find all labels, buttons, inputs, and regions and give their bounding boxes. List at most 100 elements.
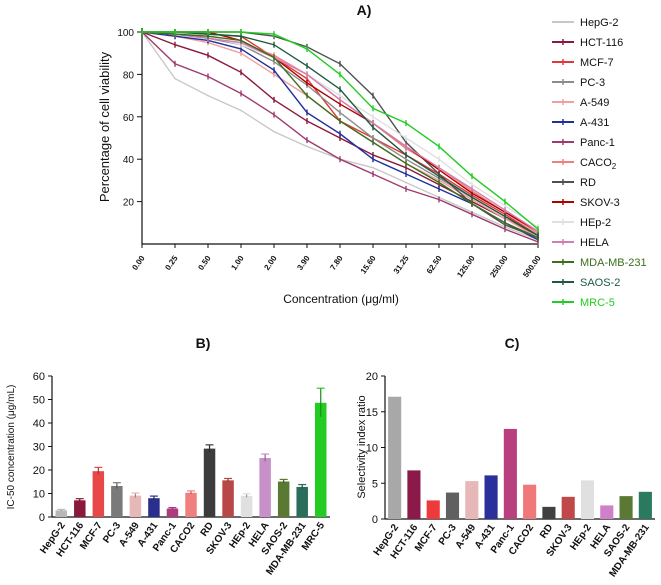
bar-rd <box>203 444 216 517</box>
bar <box>74 500 86 517</box>
panel-a-x-tick-label: 0.00 <box>130 254 147 272</box>
panel-c-y-tick-label: 15 <box>366 407 378 419</box>
legend-label-text: SAOS-2 <box>580 277 620 289</box>
legend-label: CACO2 <box>580 157 617 171</box>
panel-a-y-tick-label: 100 <box>117 28 134 39</box>
panel-a-x-tick-label: 2.00 <box>262 254 279 272</box>
bar <box>388 396 402 519</box>
panel-b-y-tick-label: 60 <box>33 371 45 383</box>
bar <box>314 402 327 517</box>
panel-a-x-tick-label: 1.00 <box>229 254 246 272</box>
panel-a-x-tick-label: 0.25 <box>163 254 180 272</box>
bar-caco2 <box>523 484 537 519</box>
bar-hep-2 <box>580 480 595 519</box>
legend-label-text: HEp-2 <box>580 217 611 229</box>
bar-mcf-7 <box>426 500 440 519</box>
bar-pc-3 <box>111 482 123 517</box>
bar <box>600 505 614 519</box>
panel-c-x-tick-label: HEp-2 <box>568 522 594 552</box>
panel-b-y-tick-label: 30 <box>33 442 45 454</box>
panel-a-y-tick-label: 60 <box>123 113 135 124</box>
legend-label-text: CACO <box>580 157 612 169</box>
series-mrc-5 <box>141 29 539 233</box>
bar-mda-mb-231 <box>296 483 308 517</box>
bar-hepg-2 <box>388 396 402 519</box>
data-point <box>306 145 308 148</box>
bar <box>148 498 160 517</box>
bar <box>503 428 517 519</box>
legend-label: PC-3 <box>580 77 605 89</box>
bar-skov-3 <box>561 496 575 519</box>
legend-label: MRC-5 <box>580 297 615 309</box>
data-point <box>273 130 275 133</box>
panel-a-x-tick-label: 15.60 <box>359 254 378 276</box>
bar <box>203 448 216 517</box>
panel-a-x-tick-label: 7.80 <box>328 254 345 272</box>
bar-saos-2 <box>277 478 290 517</box>
panel-a-x-tick-label: 3.90 <box>295 254 312 272</box>
panel-a-label: A) <box>357 2 372 18</box>
panel-a-line-chart: A) Percentage of cell viability Concentr… <box>97 2 647 309</box>
panel-b-y-tick-label: 0 <box>39 512 45 524</box>
bar <box>638 491 652 519</box>
legend-label: A-431 <box>580 117 609 129</box>
panel-b-axes: 0102030405060HepG-2HCT-116MCF-7PC-3A-549… <box>33 371 330 577</box>
data-point <box>405 181 407 184</box>
panel-b-y-tick-label: 20 <box>33 465 45 477</box>
bar <box>129 495 142 517</box>
bar <box>296 486 308 517</box>
legend-label-text: MRC-5 <box>580 297 615 309</box>
legend-label-text: SKOV-3 <box>580 197 620 209</box>
legend-label: HepG-2 <box>580 17 619 29</box>
legend-label: SKOV-3 <box>580 197 620 209</box>
legend-label-text: A-431 <box>580 117 609 129</box>
bar-hela <box>259 453 271 517</box>
bar <box>277 481 290 517</box>
bar <box>465 481 479 519</box>
legend-label: HEp-2 <box>580 217 611 229</box>
panel-c-y-tick-label: 20 <box>366 371 378 383</box>
bar-hep-2 <box>240 493 253 517</box>
bar <box>561 496 575 519</box>
bar <box>523 484 537 519</box>
panel-b-bar-chart: B) IC-50 concentration (μg/mL) 0 10 20 30 40… <box>6 335 330 577</box>
data-point <box>174 77 176 80</box>
bar-mcf-7 <box>92 466 105 517</box>
panel-a-y-tick-label: 20 <box>123 198 135 209</box>
panel-a-series-lines <box>141 29 539 245</box>
bar <box>445 492 460 519</box>
legend-label: SAOS-2 <box>580 277 620 289</box>
panel-c-label: C) <box>505 335 520 351</box>
panel-b-y-tick-label: 40 <box>33 418 45 430</box>
bar <box>407 470 421 519</box>
data-point <box>240 109 242 112</box>
panel-c-y-tick-label: 5 <box>372 478 378 490</box>
bar-pc-3 <box>445 492 460 519</box>
bar-hepg-2 <box>55 508 68 517</box>
bar <box>484 475 498 519</box>
panel-c-bar-chart: C) Selectivity index ratio 05101520HepG-… <box>356 335 655 579</box>
series-hep-2 <box>141 29 539 231</box>
bar-a-549 <box>129 492 142 517</box>
legend-label-subscript: 2 <box>612 162 617 171</box>
panel-a-x-tick-label: 31.25 <box>392 254 411 276</box>
legend-label-text: RD <box>580 177 596 189</box>
bar <box>542 506 556 519</box>
panel-a-y-axis-label: Percentage of cell viability <box>97 51 112 202</box>
legend-label-text: MCF-7 <box>580 57 614 69</box>
bar <box>619 496 633 519</box>
legend-label-text: A-549 <box>580 97 609 109</box>
bar <box>259 458 271 517</box>
legend-label: Panc-1 <box>580 137 615 149</box>
panel-a-x-tick-label: 62.50 <box>425 254 444 276</box>
bar-rd <box>542 506 556 519</box>
bar <box>111 485 123 517</box>
panel-c-y-tick-label: 10 <box>366 443 378 455</box>
panel-c-x-tick-label: RD <box>538 522 555 540</box>
legend-label: MCF-7 <box>580 57 614 69</box>
bar <box>166 508 179 517</box>
bar <box>55 510 68 517</box>
panel-a-legend: HepG-2 HCT-116 MCF-7 PC-3 A-549 A-431 Panc-1 CA… <box>552 17 647 309</box>
bar <box>92 471 105 517</box>
